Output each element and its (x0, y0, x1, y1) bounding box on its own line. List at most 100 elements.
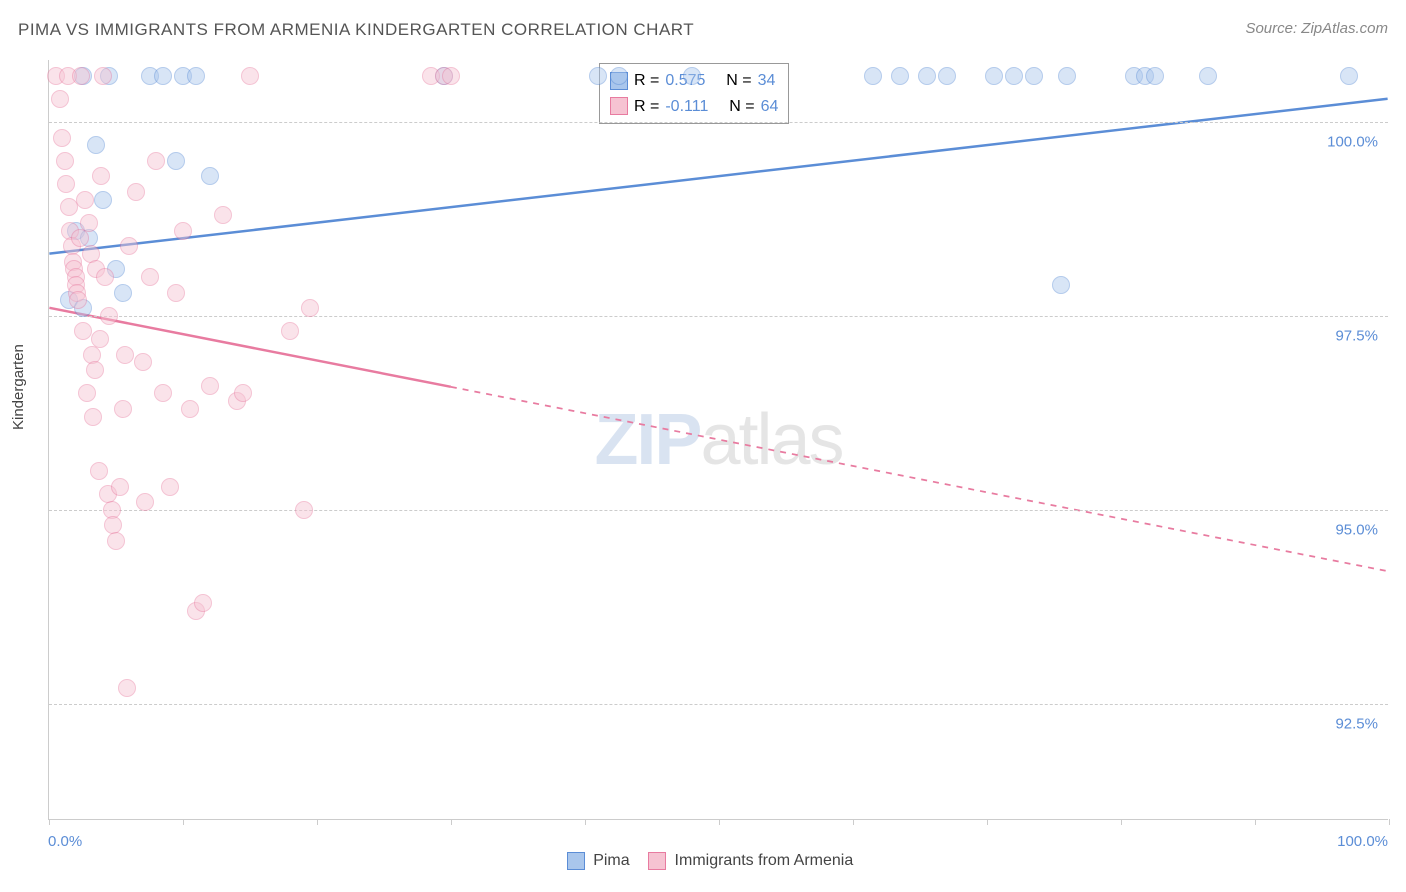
x-tick (451, 819, 452, 825)
y-tick-label: 95.0% (1335, 521, 1378, 538)
data-point (938, 67, 956, 85)
r-label: R = (634, 94, 659, 120)
data-point (214, 206, 232, 224)
armenia-n-value: 64 (761, 94, 779, 120)
data-point (53, 129, 71, 147)
data-point (167, 152, 185, 170)
data-point (136, 493, 154, 511)
pima-legend-label: Pima (593, 852, 629, 869)
data-point (1025, 67, 1043, 85)
data-point (78, 384, 96, 402)
gridline (49, 510, 1388, 511)
x-tick (183, 819, 184, 825)
plot-area: ZIPatlas R = 0.575 N = 34 R = -0.111 N =… (48, 60, 1388, 820)
y-tick-label: 100.0% (1327, 134, 1378, 151)
data-point (118, 679, 136, 697)
source-label: Source: ZipAtlas.com (1245, 20, 1388, 37)
data-point (90, 462, 108, 480)
x-tick (49, 819, 50, 825)
stats-row-armenia: R = -0.111 N = 64 (610, 94, 778, 120)
data-point (134, 353, 152, 371)
data-point (201, 167, 219, 185)
bottom-legend: Pima Immigrants from Armenia (0, 852, 1406, 870)
data-point (57, 175, 75, 193)
pima-legend-swatch (567, 852, 585, 870)
armenia-legend-swatch (648, 852, 666, 870)
data-point (127, 183, 145, 201)
data-point (72, 67, 90, 85)
data-point (96, 268, 114, 286)
data-point (114, 400, 132, 418)
y-axis-label: Kindergarten (10, 344, 27, 430)
x-tick (317, 819, 318, 825)
armenia-legend-label: Immigrants from Armenia (675, 852, 854, 869)
data-point (985, 67, 1003, 85)
chart-title: PIMA VS IMMIGRANTS FROM ARMENIA KINDERGA… (18, 20, 694, 40)
data-point (111, 478, 129, 496)
data-point (92, 167, 110, 185)
data-point (161, 478, 179, 496)
data-point (1199, 67, 1217, 85)
data-point (194, 594, 212, 612)
data-point (589, 67, 607, 85)
data-point (84, 408, 102, 426)
y-tick-label: 92.5% (1335, 715, 1378, 732)
x-tick (853, 819, 854, 825)
pima-n-value: 34 (758, 68, 776, 94)
gridline (49, 704, 1388, 705)
x-tick (1389, 819, 1390, 825)
data-point (1058, 67, 1076, 85)
watermark: ZIPatlas (594, 399, 842, 481)
x-tick (719, 819, 720, 825)
data-point (154, 67, 172, 85)
data-point (918, 67, 936, 85)
data-point (281, 322, 299, 340)
armenia-r-value: -0.111 (665, 94, 708, 120)
data-point (295, 501, 313, 519)
data-point (114, 284, 132, 302)
gridline (49, 316, 1388, 317)
data-point (51, 90, 69, 108)
data-point (141, 268, 159, 286)
data-point (234, 384, 252, 402)
data-point (107, 532, 125, 550)
data-point (1005, 67, 1023, 85)
x-min-label: 0.0% (48, 833, 82, 850)
data-point (864, 67, 882, 85)
data-point (120, 237, 138, 255)
trend-lines (49, 60, 1388, 819)
data-point (683, 67, 701, 85)
y-tick-label: 97.5% (1335, 327, 1378, 344)
data-point (86, 361, 104, 379)
data-point (69, 291, 87, 309)
data-point (87, 136, 105, 154)
data-point (100, 307, 118, 325)
x-max-label: 100.0% (1337, 833, 1388, 850)
x-tick (1255, 819, 1256, 825)
data-point (147, 152, 165, 170)
data-point (116, 346, 134, 364)
data-point (94, 191, 112, 209)
data-point (187, 67, 205, 85)
data-point (1340, 67, 1358, 85)
data-point (201, 377, 219, 395)
data-point (442, 67, 460, 85)
data-point (1146, 67, 1164, 85)
data-point (181, 400, 199, 418)
n-label: N = (726, 68, 751, 94)
data-point (174, 222, 192, 240)
data-point (94, 67, 112, 85)
data-point (91, 330, 109, 348)
gridline (49, 122, 1388, 123)
x-tick (987, 819, 988, 825)
x-tick (1121, 819, 1122, 825)
data-point (154, 384, 172, 402)
data-point (1052, 276, 1070, 294)
data-point (76, 191, 94, 209)
data-point (167, 284, 185, 302)
data-point (80, 214, 98, 232)
x-tick (585, 819, 586, 825)
data-point (610, 67, 628, 85)
data-point (891, 67, 909, 85)
data-point (56, 152, 74, 170)
